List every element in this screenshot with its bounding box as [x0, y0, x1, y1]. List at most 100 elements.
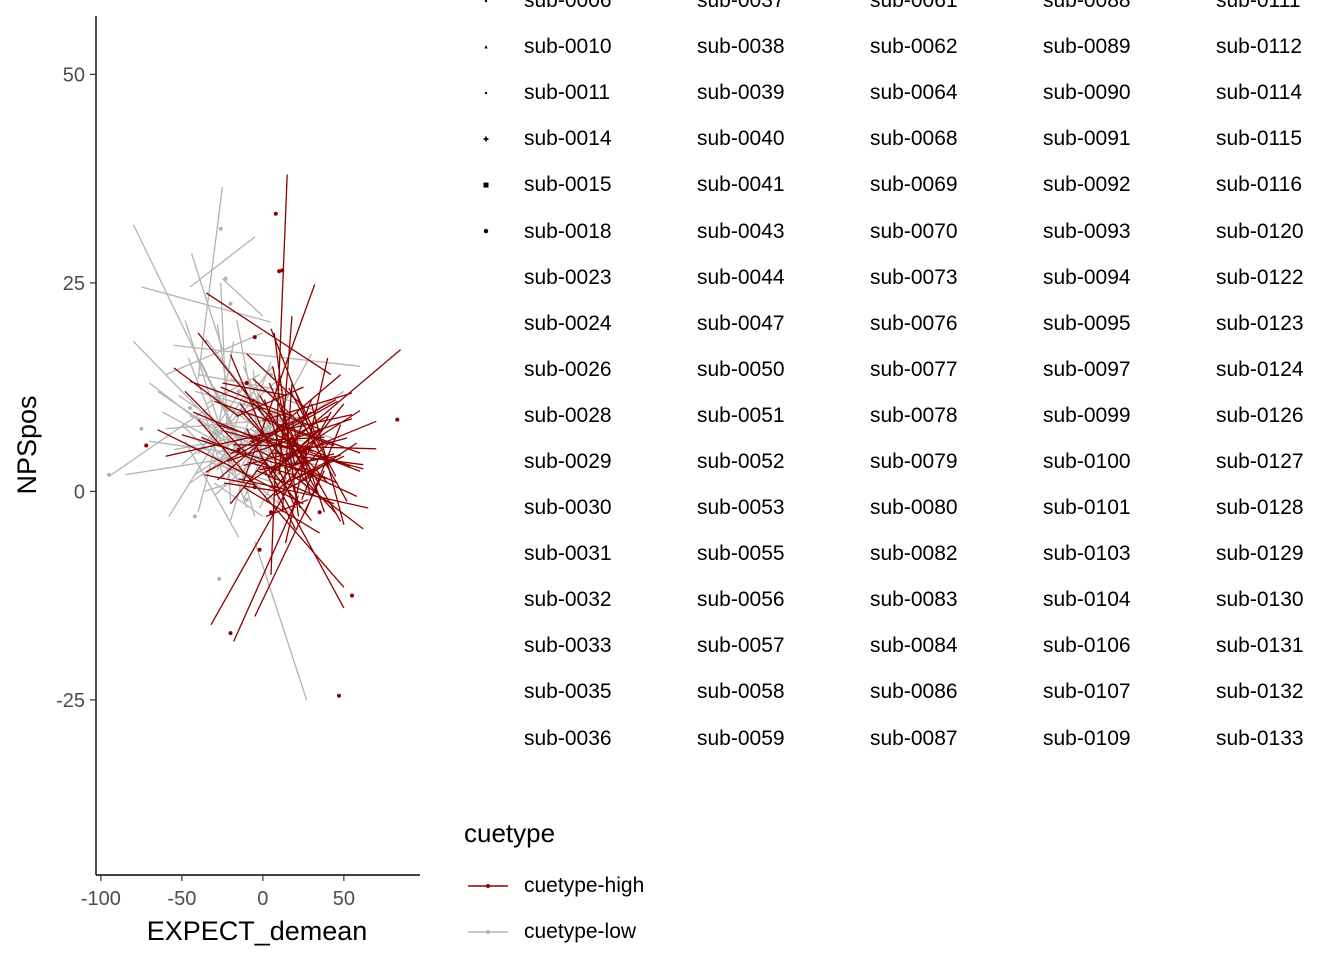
- legend-item-subject[interactable]: sub-0055: [633, 531, 808, 577]
- legend-item-subject[interactable]: sub-0106: [979, 623, 1154, 669]
- legend-item-subject[interactable]: sub-0126: [1152, 393, 1327, 439]
- legend-item-subject[interactable]: sub-0091: [979, 116, 1154, 162]
- legend-item-subject[interactable]: sub-0026: [460, 347, 635, 393]
- legend-item-subject[interactable]: sub-0084: [806, 623, 981, 669]
- regression-line-high: [294, 391, 322, 446]
- legend-item-subject[interactable]: sub-0083: [806, 577, 981, 623]
- y-tick-label: -25: [56, 690, 85, 712]
- legend-item-subject[interactable]: sub-0100: [979, 439, 1154, 485]
- legend-item-subject[interactable]: sub-0132: [1152, 669, 1327, 715]
- legend-item-subject[interactable]: sub-0124: [1152, 347, 1327, 393]
- legend-item-subject[interactable]: sub-0104: [979, 577, 1154, 623]
- legend-item-subject[interactable]: sub-0037: [633, 0, 808, 24]
- legend-item-subject[interactable]: sub-0024: [460, 301, 635, 347]
- legend-item-subject[interactable]: sub-0090: [979, 70, 1154, 116]
- legend-item-subject[interactable]: sub-0101: [979, 485, 1154, 531]
- legend-item-subject[interactable]: sub-0036: [460, 716, 635, 762]
- regression-line-low: [187, 357, 235, 475]
- legend-item-subject[interactable]: sub-0073: [806, 255, 981, 301]
- legend-item-subject[interactable]: sub-0078: [806, 393, 981, 439]
- legend-item-cuetype-low[interactable]: cuetype-low: [460, 909, 760, 955]
- legend-item-subject[interactable]: sub-0116: [1152, 162, 1327, 208]
- legend-item-subject[interactable]: sub-0128: [1152, 485, 1327, 531]
- legend-item-subject[interactable]: sub-0099: [979, 393, 1154, 439]
- legend-item-subject[interactable]: sub-0014: [460, 116, 635, 162]
- legend-item-subject[interactable]: sub-0040: [633, 116, 808, 162]
- legend-item-cuetype-high[interactable]: cuetype-high: [460, 863, 760, 909]
- legend-item-subject[interactable]: sub-0052: [633, 439, 808, 485]
- legend-item-subject[interactable]: sub-0086: [806, 669, 981, 715]
- legend-item-subject[interactable]: sub-0039: [633, 70, 808, 116]
- regression-line-high: [249, 409, 361, 482]
- legend-label-subject: sub-0115: [1216, 127, 1303, 151]
- legend-item-subject[interactable]: sub-0018: [460, 208, 635, 254]
- legend-item-subject[interactable]: sub-0103: [979, 531, 1154, 577]
- legend-item-subject[interactable]: sub-0115: [1152, 116, 1327, 162]
- legend-item-subject[interactable]: sub-0058: [633, 669, 808, 715]
- legend-item-subject[interactable]: sub-0038: [633, 24, 808, 70]
- legend-item-subject[interactable]: sub-0069: [806, 162, 981, 208]
- legend-item-subject[interactable]: sub-0088: [979, 0, 1154, 24]
- legend-item-subject[interactable]: sub-0029: [460, 439, 635, 485]
- legend-item-subject[interactable]: sub-0028: [460, 393, 635, 439]
- legend-label-subject: sub-0059: [697, 726, 785, 750]
- legend-item-subject[interactable]: sub-0127: [1152, 439, 1327, 485]
- legend-item-subject[interactable]: sub-0035: [460, 669, 635, 715]
- legend-item-subject[interactable]: sub-0032: [460, 577, 635, 623]
- legend-item-subject[interactable]: sub-0133: [1152, 716, 1327, 762]
- legend-item-subject[interactable]: sub-0112: [1152, 24, 1327, 70]
- legend-item-subject[interactable]: sub-0076: [806, 301, 981, 347]
- legend-label-subject: sub-0018: [524, 219, 612, 243]
- legend-item-subject[interactable]: sub-0023: [460, 255, 635, 301]
- legend-item-subject[interactable]: sub-0082: [806, 531, 981, 577]
- legend-item-subject[interactable]: sub-0089: [979, 24, 1154, 70]
- legend-item-subject[interactable]: sub-0093: [979, 208, 1154, 254]
- legend-item-subject[interactable]: sub-0109: [979, 716, 1154, 762]
- legend-item-subject[interactable]: sub-0015: [460, 162, 635, 208]
- legend-item-subject[interactable]: sub-0111: [1152, 0, 1327, 24]
- legend-item-subject[interactable]: sub-0092: [979, 162, 1154, 208]
- legend-item-subject[interactable]: sub-0107: [979, 669, 1154, 715]
- regression-line-high: [296, 411, 309, 434]
- legend-item-subject[interactable]: sub-0031: [460, 531, 635, 577]
- legend-item-subject[interactable]: sub-0011: [460, 70, 635, 116]
- legend-item-subject[interactable]: sub-0006: [460, 0, 635, 24]
- legend-item-subject[interactable]: sub-0097: [979, 347, 1154, 393]
- legend-item-subject[interactable]: sub-0070: [806, 208, 981, 254]
- legend-label-subject: sub-0084: [870, 634, 958, 658]
- legend-item-subject[interactable]: sub-0095: [979, 301, 1154, 347]
- legend-item-subject[interactable]: sub-0047: [633, 301, 808, 347]
- legend-item-subject[interactable]: sub-0053: [633, 485, 808, 531]
- legend-item-subject[interactable]: sub-0123: [1152, 301, 1327, 347]
- tick-layer: -25 0 25 50 -100 -50 0 50: [56, 64, 355, 910]
- legend-item-subject[interactable]: sub-0043: [633, 208, 808, 254]
- legend-item-subject[interactable]: sub-0010: [460, 24, 635, 70]
- legend-item-subject[interactable]: sub-0130: [1152, 577, 1327, 623]
- legend-item-subject[interactable]: sub-0080: [806, 485, 981, 531]
- legend-item-subject[interactable]: sub-0056: [633, 577, 808, 623]
- legend-item-subject[interactable]: sub-0041: [633, 162, 808, 208]
- legend-item-subject[interactable]: sub-0114: [1152, 70, 1327, 116]
- legend-item-subject[interactable]: sub-0087: [806, 716, 981, 762]
- legend-item-subject[interactable]: sub-0061: [806, 0, 981, 24]
- legend-item-subject[interactable]: sub-0030: [460, 485, 635, 531]
- regression-line-low: [189, 236, 256, 288]
- legend-item-subject[interactable]: sub-0079: [806, 439, 981, 485]
- legend-item-subject[interactable]: sub-0057: [633, 623, 808, 669]
- legend-item-subject[interactable]: sub-0051: [633, 393, 808, 439]
- legend-item-subject[interactable]: sub-0044: [633, 255, 808, 301]
- legend-item-subject[interactable]: sub-0122: [1152, 255, 1327, 301]
- legend-item-subject[interactable]: sub-0062: [806, 24, 981, 70]
- legend-label-subject: sub-0026: [524, 357, 612, 381]
- legend-item-subject[interactable]: sub-0059: [633, 716, 808, 762]
- legend-item-subject[interactable]: sub-0129: [1152, 531, 1327, 577]
- legend-item-subject[interactable]: sub-0094: [979, 255, 1154, 301]
- legend-item-subject[interactable]: sub-0050: [633, 347, 808, 393]
- legend-item-subject[interactable]: sub-0131: [1152, 623, 1327, 669]
- legend-item-subject[interactable]: sub-0077: [806, 347, 981, 393]
- legend-item-subject[interactable]: sub-0068: [806, 116, 981, 162]
- legend-label-subject: sub-0010: [524, 35, 612, 59]
- legend-item-subject[interactable]: sub-0064: [806, 70, 981, 116]
- legend-item-subject[interactable]: sub-0033: [460, 623, 635, 669]
- legend-item-subject[interactable]: sub-0120: [1152, 208, 1327, 254]
